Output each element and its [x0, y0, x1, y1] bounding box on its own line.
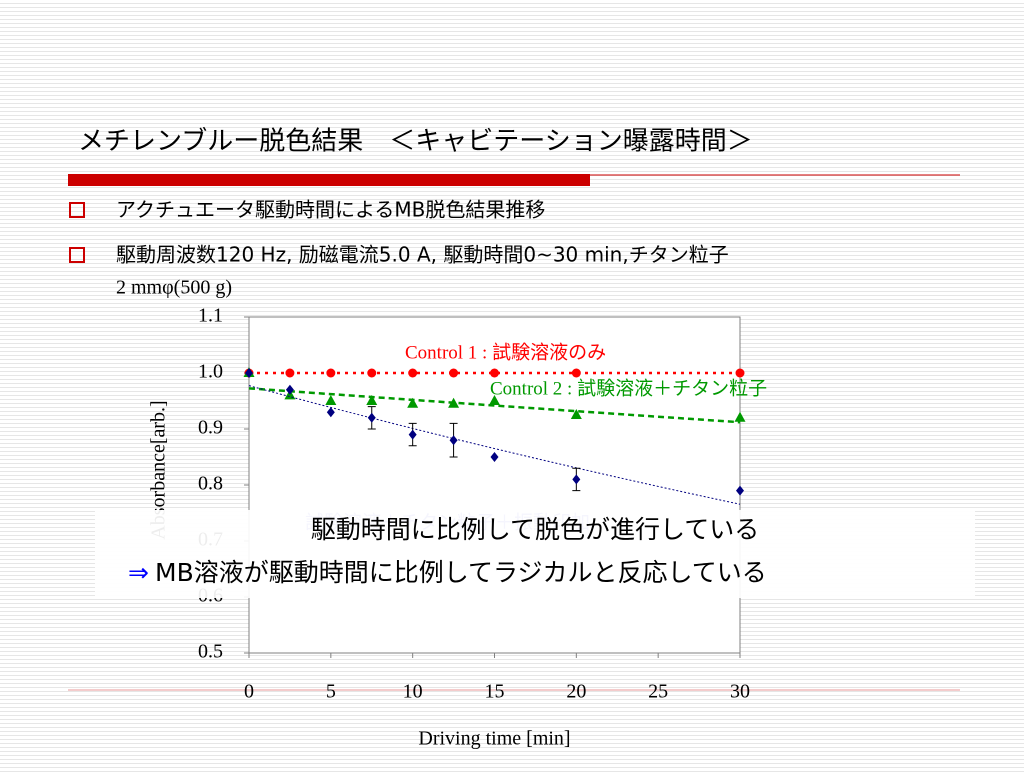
point — [571, 368, 581, 378]
plot-area — [248, 316, 741, 654]
point — [572, 474, 581, 485]
series-label: Control 1 : 試験溶液のみ — [405, 341, 606, 363]
x-axis-label: Driving time [min] — [418, 728, 570, 750]
point — [367, 368, 377, 378]
y-tick-label: 0.5 — [198, 641, 223, 663]
point — [325, 395, 337, 405]
y-tick-label: 0.9 — [198, 417, 223, 439]
callout-text: MB溶液が駆動時間に比例してラジカルと反応している — [155, 558, 767, 587]
point — [570, 409, 582, 419]
point — [407, 397, 419, 408]
point — [326, 407, 335, 418]
point — [448, 397, 460, 408]
title-bar — [68, 174, 590, 186]
x-tick-label: 5 — [326, 681, 336, 703]
point — [490, 452, 499, 462]
y-tick-label: 0.8 — [198, 473, 223, 495]
point — [449, 368, 459, 378]
x-tick-label: 20 — [566, 681, 586, 703]
point — [449, 435, 458, 446]
y-tick-label: 1.1 — [198, 305, 223, 327]
bullet-icon — [69, 247, 85, 263]
point — [490, 368, 499, 378]
y-axis-label: Absorbance[arb.] — [148, 400, 170, 539]
point — [285, 384, 294, 395]
slide-title: メチレンブルー脱色結果 ＜キャビテーション曝露時間＞ — [78, 127, 753, 157]
callout-box — [95, 510, 975, 598]
point — [408, 429, 417, 440]
point — [408, 368, 418, 378]
bullet: アクチュエータ駆動時間によるMB脱色結果推移 — [116, 198, 545, 222]
x-tick-label: 25 — [648, 681, 668, 703]
callout-text: 駆動時間に比例して脱色が進行している — [311, 515, 760, 544]
point — [366, 395, 378, 405]
point — [326, 368, 336, 378]
trend-line — [248, 387, 741, 424]
point — [734, 411, 746, 422]
point — [735, 368, 745, 378]
bullet: 2 mmφ(500 g) — [116, 277, 232, 299]
x-tick-label: 0 — [244, 681, 254, 703]
point — [489, 395, 500, 405]
bullet: 駆動周波数120 Hz, 励磁電流5.0 A, 駆動時間0~30 min,チタン… — [116, 243, 729, 267]
point — [285, 368, 295, 378]
point — [736, 485, 744, 496]
point — [367, 412, 376, 423]
y-tick-label: 1.0 — [198, 361, 223, 383]
series-label: Control 2 : 試験溶液＋チタン粒子 — [490, 377, 767, 399]
callout-arrow: ⇒ — [128, 558, 149, 587]
x-tick-label: 30 — [730, 681, 750, 703]
point — [245, 368, 253, 378]
x-tick-label: 10 — [403, 681, 423, 703]
x-tick-label: 15 — [485, 681, 505, 703]
bullet-icon — [69, 202, 85, 218]
